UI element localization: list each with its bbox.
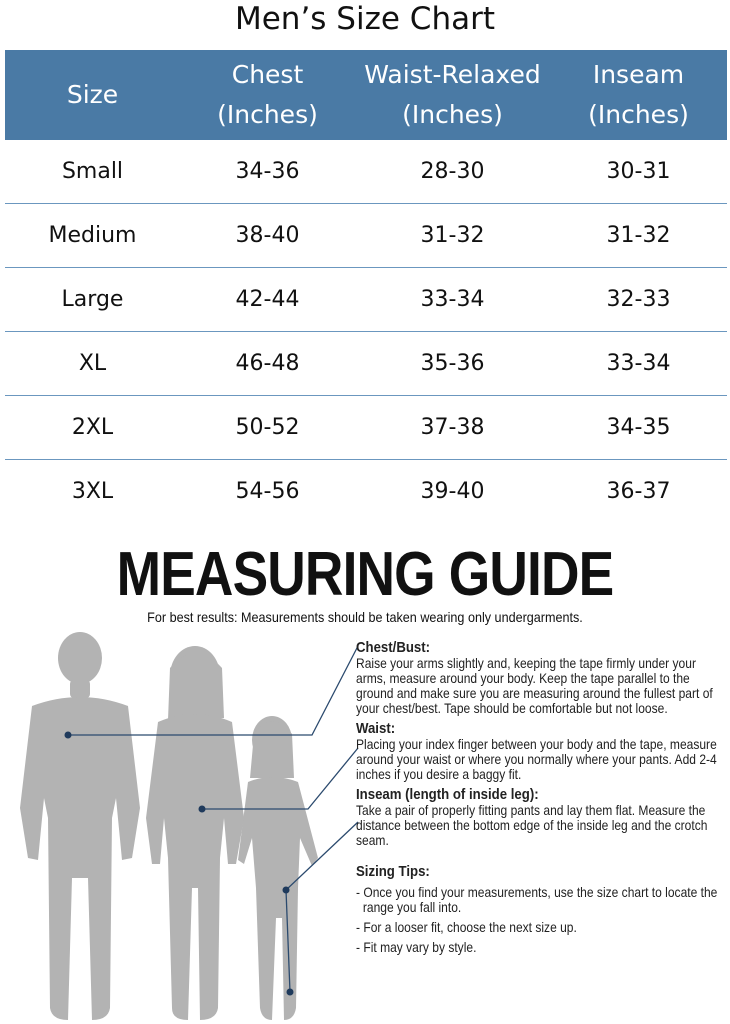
cell-waist: 35-36 (355, 331, 550, 396)
waist-pointer-dot (198, 805, 206, 813)
sizing-tips: Sizing Tips: - Once you find your measur… (356, 864, 728, 955)
cell-inseam: 31-32 (550, 203, 727, 268)
sizing-tip-item: - Fit may vary by style. (356, 939, 477, 955)
header-chest-unit: (Inches) (217, 100, 318, 129)
header-chest-label: Chest (231, 60, 304, 89)
cell-inseam: 34-35 (550, 395, 727, 460)
chart-title: Men’s Size Chart (234, 1, 495, 37)
cell-chest: 42-44 (180, 267, 355, 332)
cell-size: Small (5, 140, 180, 204)
inseam-pointer-dot-top (282, 886, 290, 894)
table-row: XL 46-48 35-36 33-34 (5, 331, 727, 396)
chest-pointer-dot (64, 731, 72, 739)
cell-size: 2XL (5, 395, 180, 460)
header-size-label: Size (66, 80, 119, 109)
waist-heading: Waist: (356, 720, 396, 737)
chest-instructions: Chest/Bust: Raise your arms slightly and… (356, 640, 728, 716)
cell-inseam: 30-31 (550, 140, 727, 204)
header-inseam: Inseam (Inches) (550, 50, 727, 140)
cell-inseam: 36-37 (606, 479, 671, 504)
header-chest: Chest (Inches) (180, 50, 355, 140)
chest-pointer-line (68, 645, 359, 736)
header-waist-unit: (Inches) (402, 100, 503, 129)
table-header-row: Size Chest (Inches) Waist-Relaxed (Inche… (5, 50, 727, 140)
cell-waist: 28-30 (355, 140, 550, 204)
cell-chest: 38-40 (180, 203, 355, 268)
table-row: 3XL 54-56 39-40 36-37 (5, 460, 727, 524)
header-waist: Waist-Relaxed (Inches) (355, 50, 550, 140)
waist-instructions: Waist: Placing your index finger between… (356, 721, 728, 782)
inseam-instructions: Inseam (length of inside leg): Take a pa… (356, 787, 728, 848)
header-inseam-unit: (Inches) (588, 100, 689, 129)
cell-inseam: 33-34 (550, 331, 727, 396)
inseam-text: Take a pair of properly fitting pants an… (356, 802, 708, 848)
measuring-instructions: Chest/Bust: Raise your arms slightly and… (356, 640, 728, 960)
header-waist-label: Waist-Relaxed (364, 60, 541, 89)
header-size: Size (5, 50, 180, 140)
inseam-pointer-dot-bottom (286, 988, 294, 996)
man-silhouette (20, 632, 140, 1020)
size-chart-table: Size Chest (Inches) Waist-Relaxed (Inche… (5, 50, 727, 523)
family-silhouette-illustration (20, 632, 359, 1020)
sizing-tip-item: - Once you find your measurements, use t… (356, 884, 718, 915)
chest-text: Raise your arms slightly and, keeping th… (356, 655, 713, 716)
measuring-guide-subtitle: For best results: Measurements should be… (147, 609, 583, 625)
cell-size: 3XL (71, 479, 114, 504)
waist-text: Placing your index finger between your b… (356, 736, 717, 782)
cell-chest: 50-52 (180, 395, 355, 460)
cell-chest: 54-56 (235, 479, 300, 504)
cell-inseam: 32-33 (550, 267, 727, 332)
waist-pointer-line (202, 747, 359, 810)
chest-heading: Chest/Bust: (356, 639, 431, 656)
cell-size: XL (5, 331, 180, 396)
sizing-tip-item: - For a looser fit, choose the next size… (356, 919, 577, 935)
cell-waist: 39-40 (420, 479, 485, 504)
cell-size: Large (5, 267, 180, 332)
cell-chest: 34-36 (180, 140, 355, 204)
cell-size: Medium (5, 203, 180, 268)
header-inseam-label: Inseam (592, 60, 685, 89)
table-row: Large 42-44 33-34 32-33 (5, 267, 727, 332)
cell-chest: 46-48 (180, 331, 355, 396)
cell-waist: 31-32 (355, 203, 550, 268)
sizing-tips-heading: Sizing Tips: (356, 863, 430, 880)
inseam-heading: Inseam (length of inside leg): (356, 786, 539, 803)
measuring-guide-title: MEASURING GUIDE (116, 540, 614, 609)
child-silhouette (238, 716, 318, 1020)
table-row: 2XL 50-52 37-38 34-35 (5, 395, 727, 460)
cell-waist: 33-34 (355, 267, 550, 332)
table-row: Medium 38-40 31-32 31-32 (5, 203, 727, 268)
woman-silhouette (146, 646, 244, 1020)
table-row: Small 34-36 28-30 30-31 (5, 140, 727, 204)
cell-waist: 37-38 (355, 395, 550, 460)
